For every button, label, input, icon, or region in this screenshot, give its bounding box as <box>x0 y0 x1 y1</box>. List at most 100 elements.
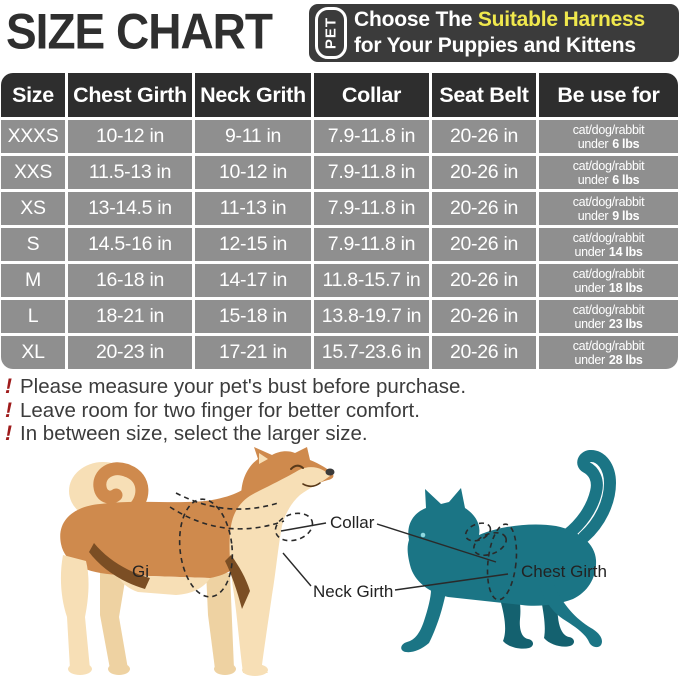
dog-tail-curl <box>93 462 149 518</box>
table-cell: L <box>1 300 65 333</box>
collar-connector-line <box>280 522 327 532</box>
note-text: Please measure your pet's bust before pu… <box>20 375 467 398</box>
column-header-seat-belt: Seat Belt <box>432 73 536 117</box>
pet-badge: PET <box>315 7 347 59</box>
table-cell: 20-26 in <box>432 192 536 225</box>
table-cell: 14.5-16 in <box>68 228 192 261</box>
table-cell: XL <box>1 336 65 369</box>
partial-girth-label: Gi <box>132 562 149 581</box>
table-cell: 17-21 in <box>195 336 311 369</box>
use-for-line1: cat/dog/rabbit <box>572 302 645 317</box>
table-cell-use-for: cat/dog/rabbit under 6 lbs <box>539 120 678 153</box>
exclamation-icon: ! <box>5 398 12 422</box>
use-for-weight: 9 lbs <box>612 208 640 223</box>
use-for-line1: cat/dog/rabbit <box>572 230 645 245</box>
table-cell: XXXS <box>1 120 65 153</box>
dog-shadow <box>89 543 150 589</box>
table-cell: 10-12 in <box>195 156 311 189</box>
table-cell: S <box>1 228 65 261</box>
badge-line2: for Your Puppies and Kittens <box>354 34 636 57</box>
use-for-under: under <box>577 208 609 223</box>
table-cell: 10-12 in <box>68 120 192 153</box>
collar-connector-line <box>376 523 497 563</box>
table-cell: 11-13 in <box>195 192 311 225</box>
cat-near-hind-leg <box>539 585 602 648</box>
dog-nose <box>325 468 335 476</box>
dog-neck-girth-marker <box>175 492 279 510</box>
table-cell: 13.8-19.7 in <box>314 300 429 333</box>
dog-paw <box>68 663 92 675</box>
dog-paw <box>108 663 130 675</box>
note-line: ! In between size, select the larger siz… <box>5 422 466 446</box>
table-cell: 14-17 in <box>195 264 311 297</box>
dog-paw <box>242 664 268 676</box>
badge-text: Choose The Suitable Harness for Your Pup… <box>354 7 645 58</box>
note-line: ! Please measure your pet's bust before … <box>5 375 466 399</box>
dog-far-front-leg <box>206 571 234 669</box>
column-header-be-use-for: Be use for <box>539 73 678 117</box>
badge-line1-prefix: Choose The <box>354 8 478 32</box>
table-cell-use-for: cat/dog/rabbit under 14 lbs <box>539 228 678 261</box>
table-cell: 7.9-11.8 in <box>314 120 429 153</box>
use-for-under: under <box>574 280 605 295</box>
dog-collar-marker <box>274 512 314 542</box>
dog-body <box>60 479 262 578</box>
table-cell-use-for: cat/dog/rabbit under 28 lbs <box>539 336 678 369</box>
use-for-line1: cat/dog/rabbit <box>572 266 645 281</box>
note-line: ! Leave room for two finger for better c… <box>5 399 466 423</box>
table-cell: 15.7-23.6 in <box>314 336 429 369</box>
table-cell: 7.9-11.8 in <box>314 156 429 189</box>
exclamation-icon: ! <box>5 422 12 445</box>
table-cell: 20-26 in <box>432 264 536 297</box>
table-cell: 11.8-15.7 in <box>314 264 429 297</box>
collar-label: Collar <box>330 513 375 532</box>
cat-far-hind-leg <box>541 599 575 647</box>
neck-girth-connector-line <box>394 573 509 591</box>
badge-line1-highlight: Suitable Harness <box>477 8 646 32</box>
dog-eye <box>290 464 304 470</box>
dog-far-hind-leg <box>100 565 128 669</box>
table-cell: 7.9-11.8 in <box>314 192 429 225</box>
use-for-under: under <box>577 136 609 151</box>
table-cell: 20-26 in <box>432 336 536 369</box>
table-cell-use-for: cat/dog/rabbit under 18 lbs <box>539 264 678 297</box>
table-cell: 20-26 in <box>432 156 536 189</box>
pet-badge-label: PET <box>322 16 340 50</box>
table-cell: 15-18 in <box>195 300 311 333</box>
column-header-neck-grith: Neck Grith <box>195 73 311 117</box>
use-for-under: under <box>574 316 605 331</box>
table-cell-use-for: cat/dog/rabbit under 9 lbs <box>539 192 678 225</box>
dog-chest <box>229 467 330 673</box>
table-cell: 9-11 in <box>195 120 311 153</box>
table-cell: 20-26 in <box>432 120 536 153</box>
table-cell: 16-18 in <box>68 264 192 297</box>
table-cell: XS <box>1 192 65 225</box>
use-for-under: under <box>574 352 605 367</box>
table-cell: 12-15 in <box>195 228 311 261</box>
cat-chest-girth-marker <box>486 523 518 601</box>
use-for-under: under <box>574 244 605 259</box>
dog-near-hind-leg <box>60 555 90 669</box>
neck-girth-connector-line <box>282 552 312 587</box>
use-for-weight: 18 lbs <box>608 280 643 295</box>
neck-girth-label: Neck Girth <box>313 582 393 601</box>
cat-neck-girth-marker <box>472 531 508 557</box>
dog-neck-girth-marker <box>169 506 285 530</box>
chest-girth-label: Chest Girth <box>521 562 607 581</box>
cat-collar-marker <box>464 522 492 542</box>
cat-eye <box>420 532 426 538</box>
table-cell: 20-26 in <box>432 300 536 333</box>
cat-body <box>407 488 597 606</box>
size-table: Size Chest Girth Neck Grith Collar Seat … <box>1 73 678 369</box>
header-badge: PET Choose The Suitable Harness for Your… <box>309 4 679 62</box>
table-cell: 13-14.5 in <box>68 192 192 225</box>
use-for-weight: 28 lbs <box>608 352 643 367</box>
table-cell-use-for: cat/dog/rabbit under 23 lbs <box>539 300 678 333</box>
table-cell: 7.9-11.8 in <box>314 228 429 261</box>
dog-ear-inner <box>259 453 268 464</box>
use-for-under: under <box>577 172 609 187</box>
table-cell: XXS <box>1 156 65 189</box>
dog-shadow <box>225 555 250 609</box>
table-cell-use-for: cat/dog/rabbit under 6 lbs <box>539 156 678 189</box>
